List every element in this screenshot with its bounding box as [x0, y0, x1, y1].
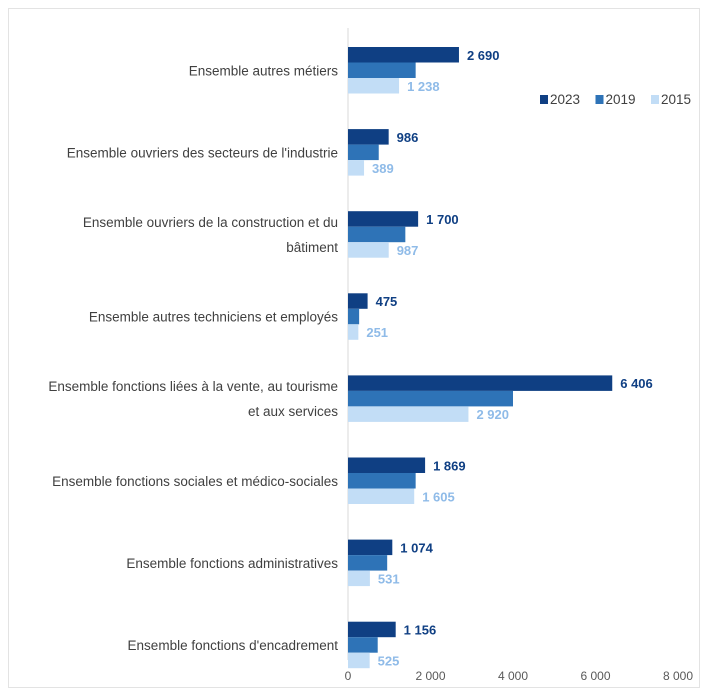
bar-2023 [348, 47, 459, 63]
bar-2023 [348, 129, 389, 145]
bar-2019 [348, 62, 416, 78]
x-tick-label: 8 000 [663, 669, 693, 683]
x-tick-label: 2 000 [415, 669, 445, 683]
category-label-line: Ensemble fonctions d'encadrement [128, 638, 339, 653]
category-label: Ensemble fonctions liées à la vente, au … [48, 379, 338, 419]
data-label-2015: 987 [397, 243, 419, 258]
category-label: Ensemble ouvriers des secteurs de l'indu… [67, 145, 338, 160]
bar-2019 [348, 555, 388, 571]
legend-swatch-2023 [540, 95, 548, 104]
bar-2015 [348, 488, 415, 504]
legend-swatch-2019 [595, 95, 604, 104]
data-label-2015: 251 [366, 325, 388, 340]
category-label-line: Ensemble fonctions liées à la vente, au … [48, 379, 338, 394]
bar-2015 [348, 160, 365, 176]
bar-2023 [348, 539, 393, 556]
x-tick-label: 4 000 [498, 669, 528, 683]
category-label-line: Ensemble autres techniciens et employés [89, 310, 338, 325]
x-tick-label: 0 [345, 669, 352, 683]
bar-2015 [348, 242, 389, 258]
data-label-2015: 525 [378, 653, 400, 668]
category-label-line: bâtiment [286, 240, 338, 255]
legend-label: 2023 [550, 92, 580, 107]
legend-label: 2019 [606, 92, 636, 107]
data-label-2015: 2 920 [476, 407, 509, 422]
category-label-line: et aux services [248, 404, 338, 419]
bar-2015 [348, 78, 400, 94]
category-label-line: Ensemble autres métiers [189, 63, 339, 78]
bar-2015 [348, 324, 359, 340]
category-label-line: Ensemble fonctions sociales et médico-so… [52, 474, 338, 489]
category-label: Ensemble fonctions sociales et médico-so… [52, 474, 338, 489]
bar-2019 [348, 473, 416, 489]
bar-2023 [348, 211, 419, 227]
category-label-line: Ensemble ouvriers de la construction et … [83, 215, 338, 230]
bar-2019 [348, 308, 360, 325]
chart-frame [8, 8, 700, 688]
category-label: Ensemble autres métiers [189, 63, 339, 78]
data-label-2023: 6 406 [620, 376, 653, 391]
bar-2023 [348, 375, 613, 391]
bar-2023 [348, 293, 368, 309]
category-label: Ensemble fonctions administratives [126, 556, 338, 571]
bar-2015 [348, 570, 370, 587]
data-label-2015: 1 605 [422, 489, 455, 504]
data-label-2023: 1 156 [404, 622, 437, 637]
bar-2015 [348, 406, 469, 422]
data-label-2023: 475 [376, 294, 398, 309]
legend-label: 2015 [661, 92, 691, 107]
category-label: Ensemble ouvriers de la construction et … [83, 215, 338, 255]
bar-2019 [348, 390, 513, 407]
x-tick-label: 6 000 [580, 669, 610, 683]
bar-2019 [348, 144, 379, 161]
bar-2023 [348, 621, 396, 638]
bar-2015 [348, 652, 370, 669]
legend-swatch-2015 [651, 95, 659, 104]
data-label-2023: 1 700 [426, 212, 459, 227]
category-label-line: Ensemble fonctions administratives [126, 556, 338, 571]
data-label-2023: 1 074 [400, 540, 433, 555]
category-label: Ensemble autres techniciens et employés [89, 310, 338, 325]
bar-2023 [348, 457, 426, 473]
category-label: Ensemble fonctions d'encadrement [128, 638, 339, 653]
bar-2019 [348, 226, 406, 243]
data-label-2015: 1 238 [407, 79, 440, 94]
data-label-2015: 531 [378, 571, 400, 586]
data-label-2023: 986 [397, 130, 419, 145]
data-label-2015: 389 [372, 161, 394, 176]
data-label-2023: 1 869 [433, 458, 466, 473]
bar-2019 [348, 637, 378, 653]
category-label-line: Ensemble ouvriers des secteurs de l'indu… [67, 145, 338, 160]
data-label-2023: 2 690 [467, 48, 500, 63]
